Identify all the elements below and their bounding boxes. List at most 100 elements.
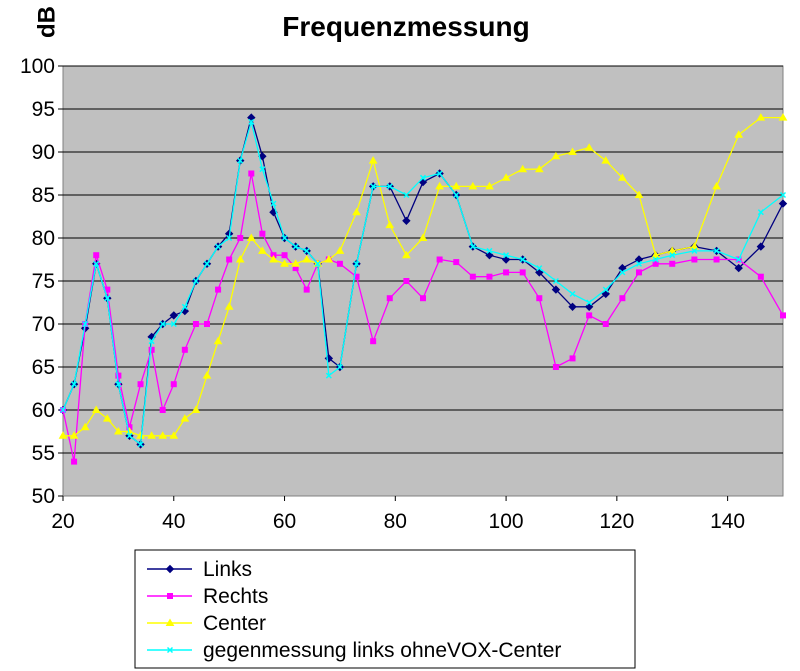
data-point (451, 181, 461, 190)
data-point (126, 432, 133, 439)
y-tick-label: 95 (32, 98, 55, 121)
data-point (269, 255, 278, 263)
data-point (137, 441, 144, 448)
data-point (669, 252, 676, 259)
y-tick-label: 65 (32, 356, 55, 379)
legend-label: gegenmessung links ohneVOX-Center (203, 639, 561, 662)
data-point (402, 250, 411, 259)
data-point (386, 295, 393, 302)
legend-item: Center (147, 612, 266, 635)
data-point (652, 260, 659, 267)
data-point (552, 364, 559, 370)
y-tick-label: 80 (32, 227, 55, 250)
data-point (136, 431, 145, 439)
data-point (102, 414, 112, 422)
data-point (302, 255, 312, 263)
series-2 (58, 113, 788, 439)
data-point (469, 273, 476, 280)
data-point (336, 260, 343, 267)
data-point (757, 209, 764, 216)
data-point (618, 173, 627, 181)
data-point (780, 312, 786, 319)
data-point (303, 286, 310, 293)
y-tick-label: 75 (32, 270, 55, 293)
data-point (756, 113, 766, 121)
x-tick-label: 20 (51, 510, 74, 533)
data-point (166, 646, 174, 654)
data-point (58, 431, 68, 439)
data-point (503, 252, 510, 259)
data-point (552, 277, 559, 285)
data-point (385, 220, 395, 229)
data-point (690, 242, 699, 250)
data-point (165, 618, 175, 626)
data-point (469, 243, 476, 250)
data-point (280, 259, 289, 267)
legend-label: Links (203, 558, 252, 581)
data-point (248, 118, 255, 125)
data-point (336, 363, 343, 371)
data-point (518, 164, 528, 173)
data-point (370, 183, 377, 190)
data-point (324, 255, 334, 263)
data-point (192, 321, 199, 327)
data-point (713, 247, 720, 254)
data-point (602, 321, 609, 327)
data-point (635, 260, 643, 267)
data-point (370, 338, 377, 345)
data-point (536, 295, 543, 302)
data-point (115, 372, 122, 379)
y-axis-ticks: 50 55 60 65 70 75 80 85 90 95 100 (20, 55, 63, 508)
legend-box (134, 549, 636, 669)
data-point (170, 381, 177, 388)
data-point (691, 247, 698, 254)
data-point (91, 405, 101, 413)
data-point (486, 273, 493, 280)
data-point (215, 243, 222, 250)
data-point (204, 321, 210, 327)
data-point (291, 259, 300, 267)
data-point (281, 252, 288, 259)
data-point (569, 355, 576, 362)
data-point (386, 183, 393, 190)
y-tick-label: 55 (32, 442, 55, 465)
data-point (104, 295, 111, 302)
x-tick-label: 60 (273, 510, 296, 533)
data-point (584, 143, 594, 151)
data-point (734, 130, 744, 138)
data-point (181, 303, 188, 310)
data-point (436, 170, 443, 177)
legend-item: Links (147, 558, 252, 581)
data-point (292, 243, 299, 250)
data-point (468, 181, 478, 190)
data-point (147, 431, 156, 439)
y-axis-label: dB (33, 6, 60, 38)
data-point (248, 170, 255, 177)
legend-label: Center (203, 612, 266, 635)
data-point (419, 174, 427, 181)
y-tick-label: 85 (32, 184, 55, 207)
data-point (148, 338, 155, 345)
data-point (226, 256, 233, 263)
y-tick-label: 50 (32, 485, 55, 508)
data-point (71, 458, 78, 465)
data-point (167, 593, 173, 599)
gridlines (63, 65, 783, 454)
data-point (652, 256, 659, 263)
data-point (203, 260, 211, 267)
data-point (420, 295, 426, 302)
data-point (93, 260, 100, 267)
data-point (778, 113, 788, 121)
data-point (259, 166, 266, 173)
y-tick-label: 100 (20, 55, 55, 78)
y-tick-label: 60 (32, 399, 55, 422)
y-tick-label: 90 (32, 141, 55, 164)
data-point (779, 191, 787, 199)
data-point (503, 269, 510, 276)
data-point (519, 269, 526, 276)
data-point (259, 230, 266, 237)
data-point (258, 152, 267, 161)
x-tick-label: 140 (710, 510, 745, 533)
legend-label: Rechts (203, 585, 268, 608)
data-point (303, 247, 310, 254)
